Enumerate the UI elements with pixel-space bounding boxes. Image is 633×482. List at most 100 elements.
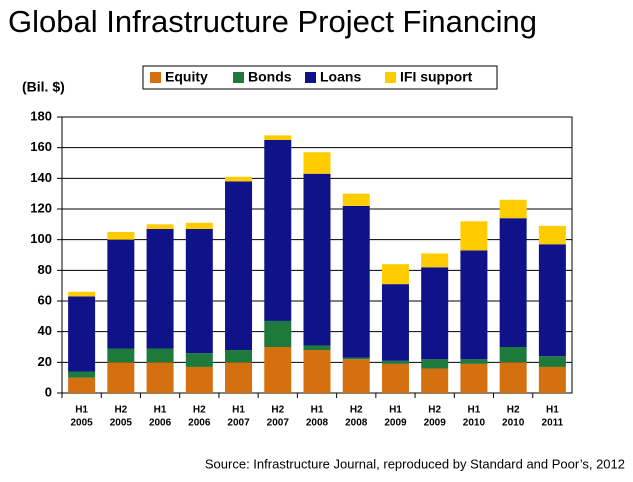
bar-segment [107,239,135,349]
bar-segment [342,193,370,206]
bar-segment [421,368,449,393]
x-tick-label: 2005 [70,418,93,429]
x-tick-label: H1 [468,405,481,416]
bar-segment [421,253,449,268]
chart-title: Global Infrastructure Project Financing [8,4,537,39]
x-tick-label: 2008 [345,418,368,429]
bar-segment [421,267,449,360]
y-tick-label: 100 [30,231,52,246]
bar-segment [303,350,331,393]
legend-label: Loans [320,69,361,85]
legend-label: Equity [165,69,208,85]
x-tick-label: H1 [154,405,167,416]
bar-segment [538,356,566,367]
y-tick-label: 120 [30,200,52,215]
bar-segment [185,353,213,367]
bar-segment [264,347,292,393]
bar-segment [185,228,213,354]
bar-segment [499,218,527,347]
bar-segment [538,366,566,393]
bar-segment [264,140,292,321]
bar-segment [68,291,96,297]
y-tick-label: 160 [30,139,52,154]
bar-segment [107,232,135,240]
x-tick-label: 2009 [424,418,447,429]
x-tick-label: 2007 [227,418,250,429]
x-tick-label: H2 [507,405,520,416]
bar-segment [146,228,174,349]
x-tick-label: 2007 [267,418,290,429]
y-tick-label: 80 [38,262,52,277]
bar-segment [421,359,449,369]
bar-segment [381,360,409,364]
bar-segment [264,320,292,347]
bar-segment [538,225,566,245]
bar-segment [460,359,488,364]
x-tick-label: H1 [232,405,245,416]
x-tick-label: H2 [193,405,206,416]
x-tick-label: H1 [311,405,324,416]
bar-segment [460,250,488,360]
bar-segment [499,199,527,219]
bar-segment [68,296,96,372]
bar-segment [303,173,331,346]
x-tick-label: 2009 [384,418,407,429]
bar-segment [460,363,488,393]
y-tick-label: 180 [30,108,52,123]
y-tick-label: 20 [38,354,52,369]
legend-swatch [385,72,396,83]
bar-segment [185,222,213,229]
bar-segment [264,135,292,140]
bar-segment [185,366,213,393]
x-tick-label: 2010 [502,418,525,429]
bar-segment [225,181,253,351]
bar-segment [342,205,370,358]
y-tick-label: 60 [38,292,52,307]
legend-swatch [150,72,161,83]
x-tick-label: H1 [389,405,402,416]
bar-segment [107,362,135,393]
x-tick-label: 2008 [306,418,329,429]
bar-segment [381,363,409,393]
bar-segment [538,244,566,357]
x-tick-label: H2 [271,405,284,416]
x-tick-label: H2 [350,405,363,416]
bar-segment [303,152,331,174]
bar-segment [146,362,174,393]
x-tick-label: 2006 [149,418,172,429]
legend-label: IFI support [400,69,473,85]
legend-label: Bonds [248,69,292,85]
bar-segment [342,357,370,360]
x-tick-label: H2 [114,405,127,416]
x-tick-label: 2006 [188,418,211,429]
bar-segment [342,359,370,393]
y-tick-label: 0 [45,384,52,399]
legend-box [142,65,498,90]
bar-segment [499,347,527,363]
bar-segment [381,264,409,285]
y-tick-label: 140 [30,170,52,185]
bar-segment [499,362,527,393]
bar-segment [225,176,253,182]
bar-segment [225,362,253,393]
bar-segment [146,348,174,363]
bar-segment [225,350,253,363]
x-tick-label: H2 [428,405,441,416]
x-tick-label: H1 [75,405,88,416]
bar-segment [303,345,331,351]
bar-segment [68,377,96,393]
x-tick-label: H1 [546,405,559,416]
x-tick-label: 2005 [110,418,133,429]
y-tick-label: 40 [38,323,52,338]
y-axis-label: (Bil. $) [22,79,65,95]
legend-swatch [305,72,316,83]
bar-segment [381,284,409,361]
source-note: Source: Infrastructure Journal, reproduc… [205,456,625,471]
bar-segment [146,224,174,229]
bar-segment [107,348,135,363]
x-tick-label: 2011 [542,418,564,429]
legend-swatch [233,72,244,83]
bar-segment [460,221,488,251]
